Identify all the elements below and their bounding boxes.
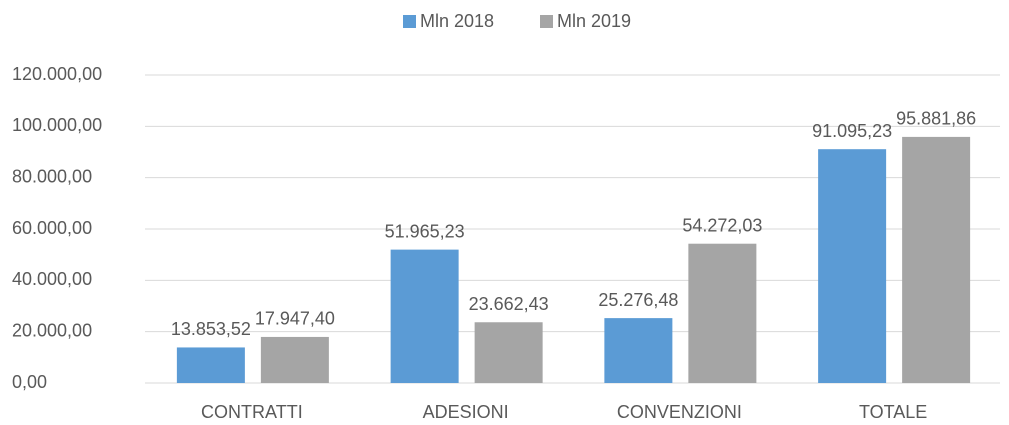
- bar: [474, 322, 543, 383]
- data-label: 23.662,43: [469, 294, 549, 314]
- legend-label: Mln 2019: [557, 11, 631, 31]
- data-label: 25.276,48: [598, 290, 678, 310]
- data-label: 54.272,03: [682, 215, 762, 235]
- bar: [604, 318, 673, 383]
- x-tick-label: CONTRATTI: [201, 402, 303, 422]
- data-label: 95.881,86: [896, 109, 976, 129]
- y-tick-label: 120.000,00: [12, 64, 102, 84]
- y-tick-label: 0,00: [12, 372, 47, 392]
- bar: [818, 149, 887, 383]
- data-label: 51.965,23: [385, 221, 465, 241]
- legend-swatch: [403, 15, 416, 28]
- data-label: 17.947,40: [255, 309, 335, 329]
- y-tick-label: 20.000,00: [12, 320, 92, 340]
- bar: [390, 249, 459, 383]
- legend-label: Mln 2018: [420, 11, 494, 31]
- x-tick-label: CONVENZIONI: [617, 402, 742, 422]
- y-tick-label: 60.000,00: [12, 218, 92, 238]
- data-label: 13.853,52: [171, 319, 251, 339]
- bar: [176, 347, 245, 383]
- legend-swatch: [540, 15, 553, 28]
- x-tick-label: ADESIONI: [423, 402, 509, 422]
- bar: [688, 243, 757, 383]
- x-tick-label: TOTALE: [859, 402, 927, 422]
- y-tick-label: 100.000,00: [12, 115, 102, 135]
- data-label: 91.095,23: [812, 121, 892, 141]
- y-tick-label: 80.000,00: [12, 166, 92, 186]
- y-tick-label: 40.000,00: [12, 269, 92, 289]
- bar: [902, 136, 971, 383]
- bar: [260, 336, 329, 383]
